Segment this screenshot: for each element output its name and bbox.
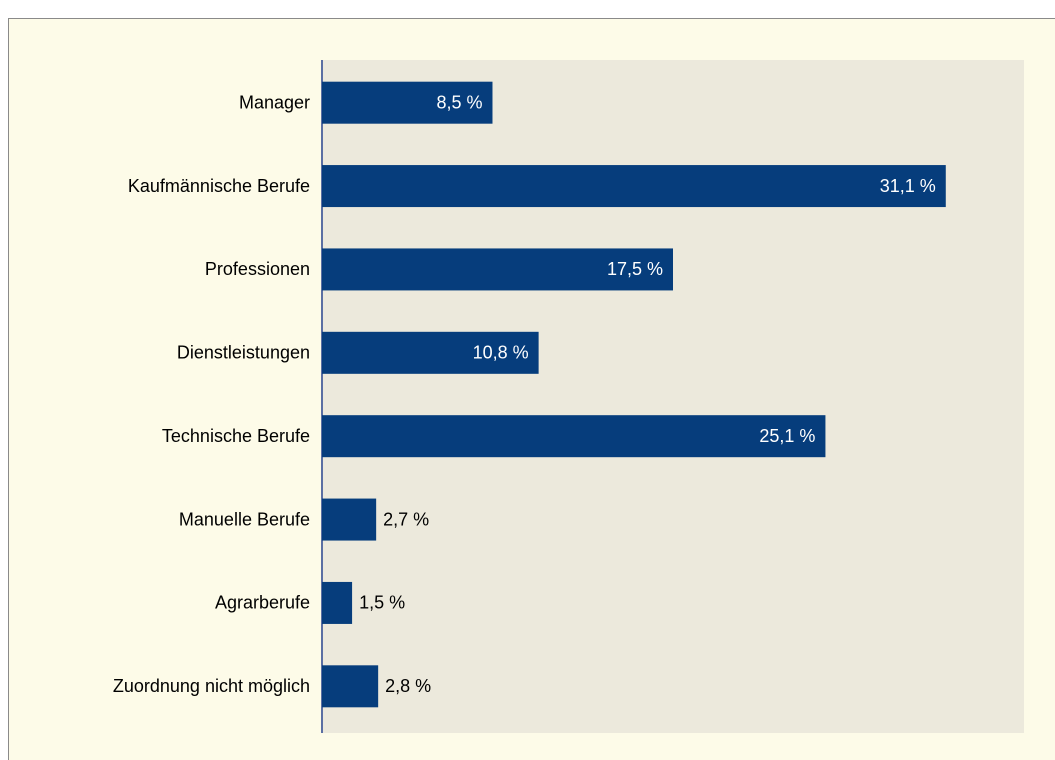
data-label: 17,5 % — [607, 259, 663, 279]
data-label: 8,5 % — [436, 92, 482, 112]
data-label: 1,5 % — [359, 593, 405, 613]
bar — [322, 248, 673, 291]
plot-area — [322, 60, 1024, 733]
data-label: 25,1 % — [759, 426, 815, 446]
y-tick-label: Kaufmännische Berufe — [128, 176, 310, 196]
bar — [322, 81, 493, 124]
data-label: 2,7 % — [383, 509, 429, 529]
y-tick-label: Manager — [239, 92, 310, 112]
y-tick-label: Dienstleistungen — [177, 343, 310, 363]
bar — [322, 415, 826, 458]
data-label: 2,8 % — [385, 676, 431, 696]
y-tick-label: Agrarberufe — [215, 593, 310, 613]
y-tick-label: Zuordnung nicht möglich — [113, 676, 310, 696]
y-tick-label: Manuelle Berufe — [179, 509, 310, 529]
bar — [322, 165, 946, 208]
bar — [322, 665, 379, 708]
data-label: 10,8 % — [473, 343, 529, 363]
bar — [322, 331, 539, 374]
bar — [322, 498, 377, 541]
y-tick-label: Technische Berufe — [162, 426, 310, 446]
y-tick-label: Professionen — [205, 259, 310, 279]
bar — [322, 581, 353, 624]
data-label: 31,1 % — [880, 176, 936, 196]
